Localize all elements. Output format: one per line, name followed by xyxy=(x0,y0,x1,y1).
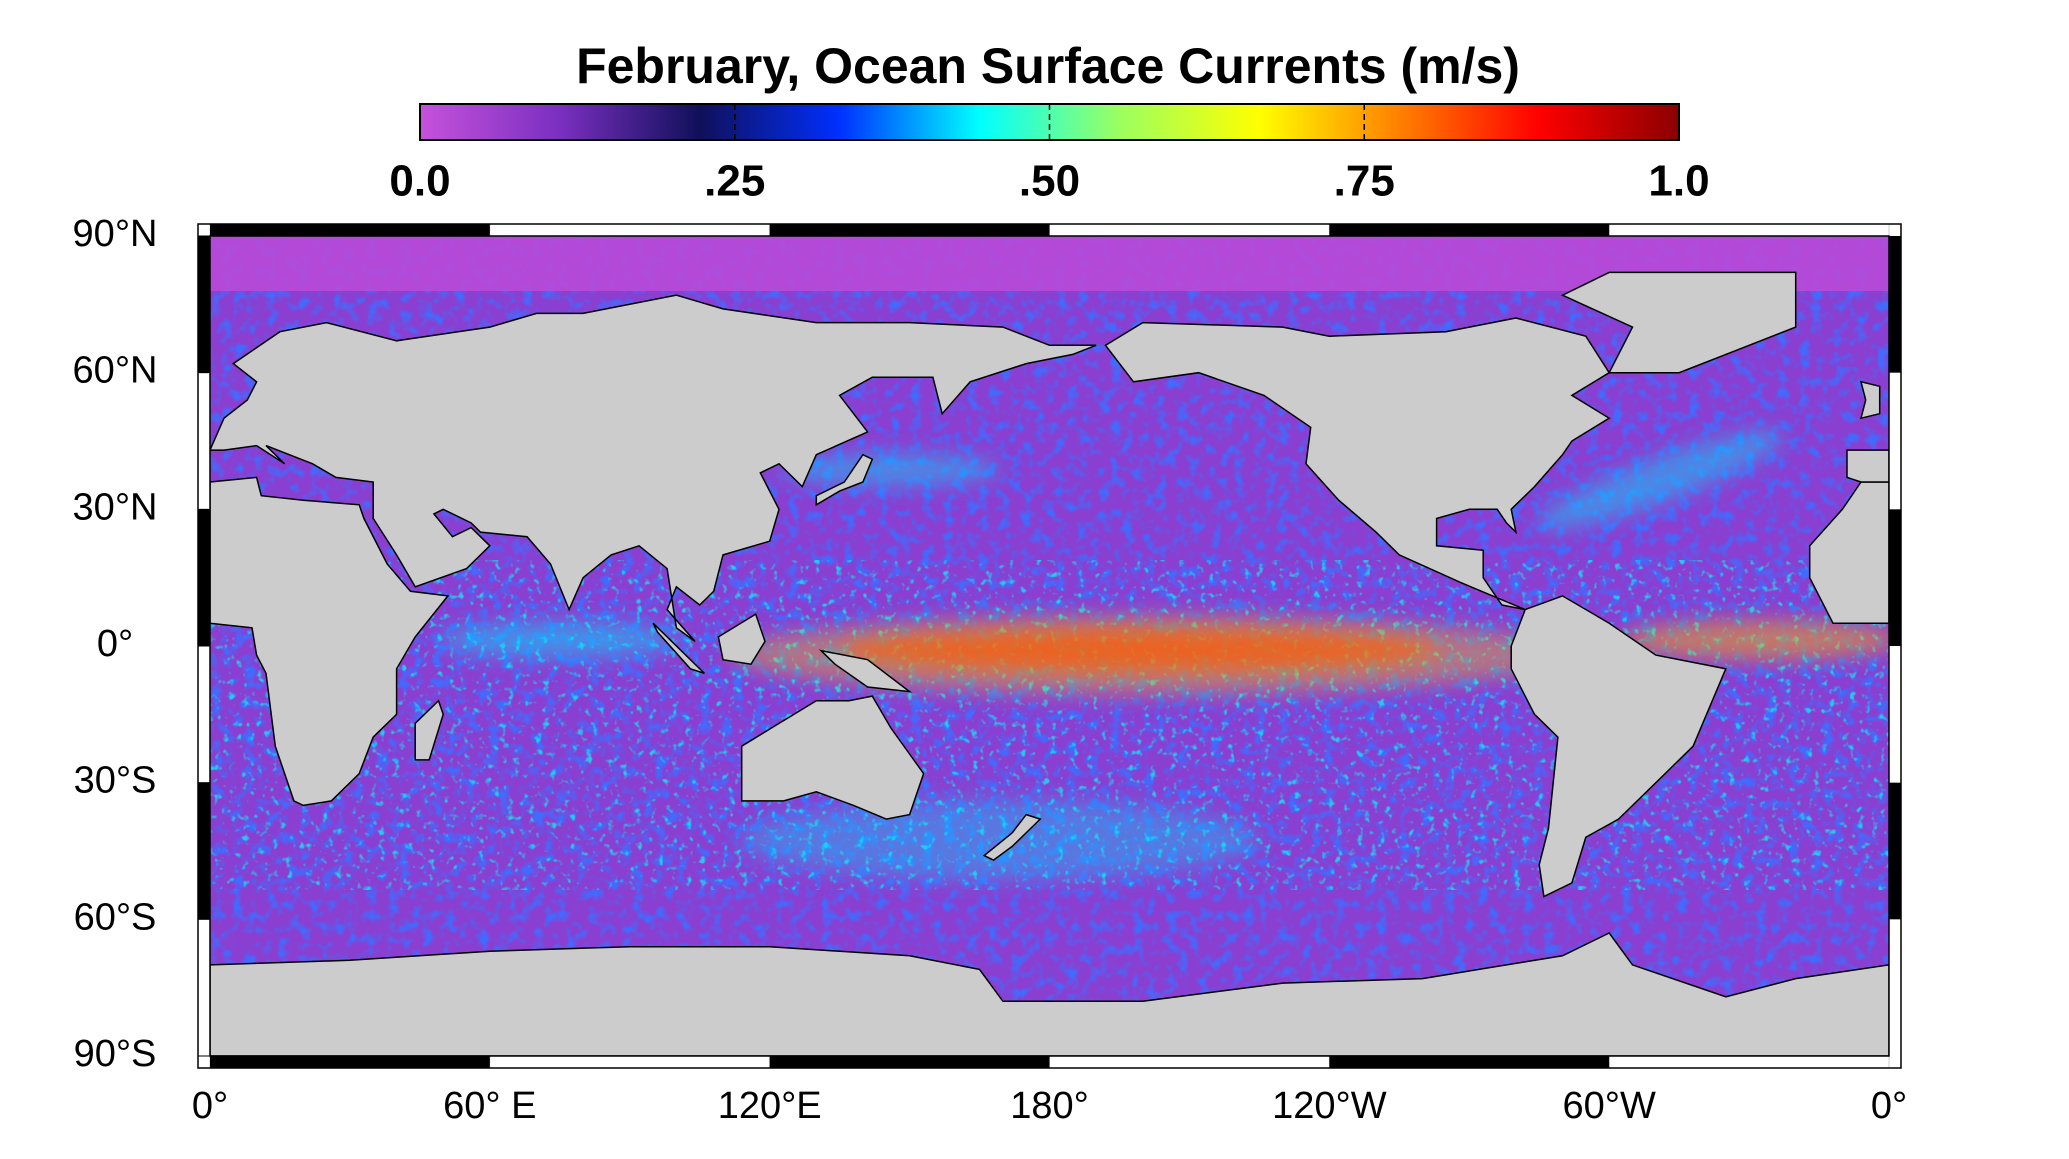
frame-bar xyxy=(1889,236,1901,373)
axis-labels: 0° 60° E 120°E 180° 120°W 60°W 0° 90°N 60°N 30°N 0… xyxy=(73,213,1908,1127)
landmass xyxy=(210,476,450,807)
frame-bar xyxy=(198,782,210,920)
frame-bar xyxy=(769,224,1050,236)
landmass xyxy=(815,453,874,507)
lat-tick-label: 60°N xyxy=(73,350,158,392)
map xyxy=(210,236,1889,1056)
plot-border xyxy=(209,235,1890,1057)
landmass xyxy=(982,813,1042,861)
colorbar-tick-label: 1.0 xyxy=(1648,157,1709,206)
lat-tick-label: 30°S xyxy=(74,760,157,802)
frame-bar xyxy=(210,1056,490,1068)
landmass xyxy=(210,932,1889,1056)
frame-bar xyxy=(198,509,210,646)
colorbar-ticks: 0.0 .25 .50 .75 1.0 xyxy=(389,104,1710,206)
current-bands xyxy=(440,430,1889,880)
lat-tick-label: 0° xyxy=(97,623,133,665)
lat-tick-label: 30°N xyxy=(73,486,158,528)
landmass xyxy=(414,699,444,761)
landmass xyxy=(740,695,925,820)
landmass xyxy=(1104,317,1611,611)
landmass xyxy=(818,649,913,693)
lon-tick-label: 60° E xyxy=(443,1085,536,1127)
frame-bar xyxy=(1889,782,1901,920)
colorbar-tick-label: .75 xyxy=(1334,157,1395,206)
landmass xyxy=(652,622,705,675)
landmass xyxy=(210,294,1097,643)
lat-tick-label: 90°N xyxy=(73,213,158,255)
lon-tick-label: 0° xyxy=(1871,1085,1907,1127)
frame-bar xyxy=(210,224,490,236)
frame-bar xyxy=(1329,224,1610,236)
landmass xyxy=(717,612,766,666)
colorbar-tick-label: 0.0 xyxy=(389,157,450,206)
lon-tick-label: 120°E xyxy=(718,1085,822,1127)
landmass xyxy=(1510,595,1727,898)
frame-bar xyxy=(1889,509,1901,646)
lat-tick-label: 90°S xyxy=(74,1033,157,1075)
lat-tick-label: 60°S xyxy=(74,896,157,938)
land xyxy=(210,271,1889,1056)
lon-tick-label: 120°W xyxy=(1272,1085,1387,1127)
frame-bar xyxy=(198,236,210,373)
landmass xyxy=(1859,380,1881,420)
landmass xyxy=(1808,481,1889,624)
frame-bar xyxy=(769,1056,1050,1068)
landmass xyxy=(1846,449,1889,483)
lon-tick-label: 60°W xyxy=(1562,1085,1655,1127)
title: February, Ocean Surface Currents (m/s) xyxy=(576,38,1520,94)
colorbar-tick-label: .50 xyxy=(1019,157,1080,206)
frame-bar xyxy=(1329,1056,1610,1068)
lon-tick-label: 0° xyxy=(192,1085,228,1127)
landmass xyxy=(1560,271,1797,374)
colorbar-tick-label: .25 xyxy=(704,157,765,206)
lon-tick-label: 180° xyxy=(1010,1085,1089,1127)
